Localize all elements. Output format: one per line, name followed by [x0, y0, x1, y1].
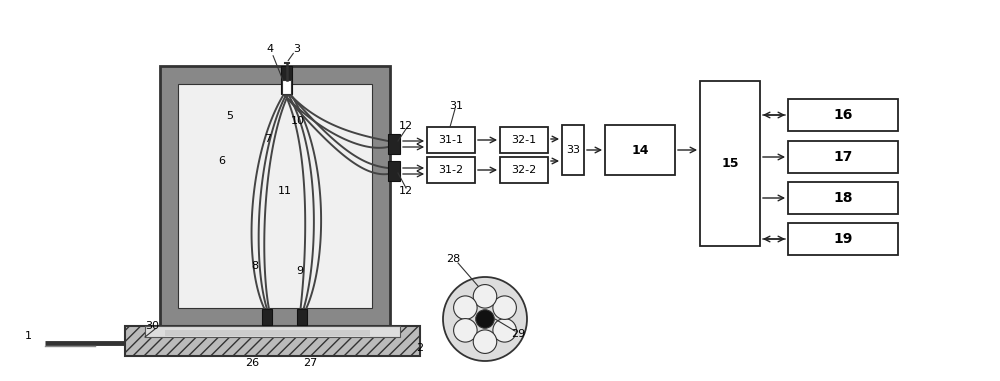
- Text: 26: 26: [245, 358, 259, 368]
- Text: 12: 12: [399, 186, 413, 196]
- Bar: [160, 66, 390, 326]
- Text: 3: 3: [294, 44, 300, 54]
- Circle shape: [454, 319, 477, 342]
- Text: 16: 16: [833, 108, 853, 122]
- Text: 7: 7: [264, 134, 272, 144]
- Bar: [500, 157, 548, 183]
- Bar: [388, 134, 400, 154]
- Bar: [788, 182, 898, 214]
- Bar: [282, 80, 291, 94]
- Bar: [178, 84, 372, 308]
- Text: 1: 1: [25, 331, 32, 341]
- Text: 32-2: 32-2: [511, 165, 537, 175]
- Text: 5: 5: [226, 111, 233, 121]
- Bar: [500, 127, 548, 153]
- Circle shape: [476, 310, 494, 328]
- Text: 18: 18: [833, 191, 853, 205]
- Text: 31-2: 31-2: [438, 165, 464, 175]
- Text: 27: 27: [303, 358, 317, 368]
- Bar: [165, 330, 370, 336]
- Text: 8: 8: [251, 261, 259, 271]
- Circle shape: [473, 330, 497, 354]
- Bar: [281, 66, 292, 94]
- Bar: [700, 81, 760, 246]
- Text: 10: 10: [291, 116, 305, 126]
- Text: 9: 9: [296, 266, 304, 276]
- Text: 15: 15: [721, 157, 739, 170]
- Bar: [788, 223, 898, 255]
- Text: 6: 6: [219, 156, 226, 166]
- Bar: [145, 326, 400, 337]
- Text: 17: 17: [833, 150, 853, 164]
- Text: 31-1: 31-1: [438, 135, 464, 145]
- Text: 29: 29: [511, 329, 525, 339]
- Bar: [262, 309, 272, 325]
- Bar: [427, 157, 475, 183]
- Bar: [388, 161, 400, 181]
- Text: 12: 12: [399, 121, 413, 131]
- Bar: [562, 125, 584, 175]
- Text: 31: 31: [449, 101, 463, 111]
- Text: 14: 14: [631, 144, 649, 157]
- Text: 33: 33: [566, 145, 580, 155]
- Circle shape: [443, 277, 527, 361]
- Text: 11: 11: [278, 186, 292, 196]
- Circle shape: [454, 296, 477, 319]
- Bar: [125, 326, 420, 356]
- Text: 4: 4: [266, 44, 274, 54]
- Circle shape: [473, 285, 497, 308]
- Text: 30: 30: [145, 321, 159, 331]
- Bar: [427, 127, 475, 153]
- Circle shape: [493, 319, 516, 342]
- Bar: [788, 141, 898, 173]
- Text: 19: 19: [833, 232, 853, 246]
- Bar: [297, 309, 307, 325]
- Text: 32-1: 32-1: [511, 135, 537, 145]
- Text: 2: 2: [416, 343, 424, 353]
- Bar: [605, 125, 675, 175]
- Bar: [788, 99, 898, 131]
- Text: 28: 28: [446, 254, 460, 264]
- Circle shape: [493, 296, 516, 319]
